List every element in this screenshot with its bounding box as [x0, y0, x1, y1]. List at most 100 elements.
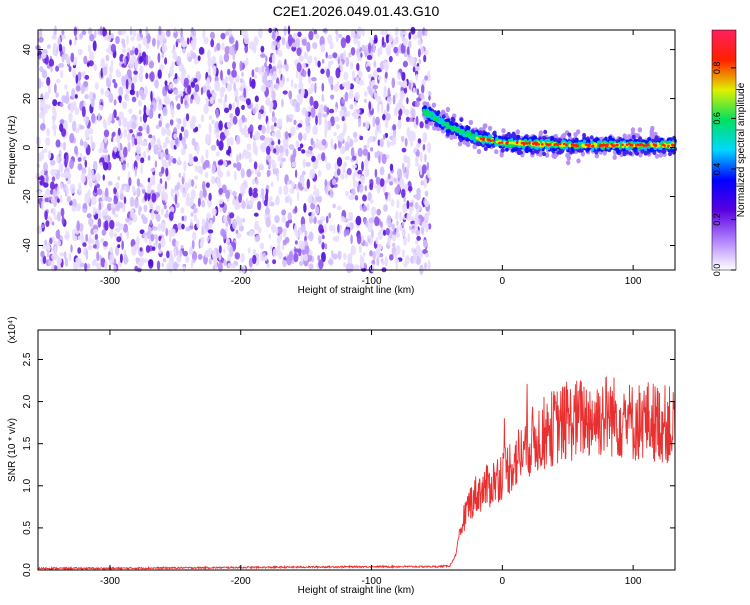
noise-speck	[297, 181, 301, 189]
noise-speck	[103, 129, 110, 138]
noise-speck	[52, 51, 58, 56]
noise-speck	[288, 90, 293, 100]
noise-speck	[231, 69, 237, 78]
noise-speck	[224, 31, 230, 36]
noise-speck	[159, 64, 165, 71]
noise-speck	[135, 154, 141, 162]
noise-speck	[120, 29, 127, 35]
noise-speck	[360, 175, 365, 184]
noise-speck	[322, 146, 326, 151]
noise-speck	[387, 237, 391, 247]
noise-speck	[386, 103, 390, 112]
noise-speck	[272, 259, 277, 265]
noise-speck	[215, 151, 220, 157]
noise-speck	[247, 247, 251, 254]
noise-speck	[332, 203, 336, 209]
noise-speck	[399, 29, 404, 38]
noise-speck	[412, 66, 416, 73]
noise-speck	[85, 249, 89, 261]
signal-speck	[468, 119, 474, 126]
noise-speck	[99, 162, 103, 167]
noise-speck	[131, 185, 136, 194]
noise-speck	[266, 184, 270, 190]
noise-speck	[61, 128, 67, 137]
noise-speck	[147, 55, 152, 63]
noise-speck	[248, 257, 253, 268]
noise-speck	[46, 128, 50, 137]
noise-speck	[362, 205, 367, 212]
noise-speck	[402, 30, 407, 36]
noise-speck	[173, 78, 179, 85]
noise-speck	[336, 157, 343, 167]
noise-speck	[97, 218, 102, 228]
noise-speck	[286, 77, 290, 83]
noise-speck	[217, 98, 223, 104]
noise-speck	[403, 196, 407, 203]
noise-speck	[255, 179, 259, 185]
noise-speck	[129, 49, 135, 56]
noise-speck	[105, 54, 110, 62]
noise-speck	[382, 229, 387, 236]
noise-speck	[164, 136, 170, 144]
noise-speck	[78, 182, 82, 193]
noise-speck	[92, 40, 97, 52]
noise-speck	[104, 260, 108, 270]
noise-speck	[178, 172, 182, 178]
noise-speck	[347, 253, 351, 264]
noise-speck	[130, 55, 137, 64]
noise-speck	[395, 102, 401, 111]
noise-speck	[164, 180, 168, 190]
noise-speck	[388, 34, 393, 43]
noise-speck	[158, 248, 162, 254]
noise-speck	[126, 95, 130, 102]
noise-speck	[335, 67, 341, 79]
noise-speck	[163, 204, 167, 210]
noise-speck	[354, 195, 359, 201]
noise-speck	[357, 118, 362, 128]
noise-speck	[193, 156, 198, 162]
noise-speck	[310, 137, 314, 146]
noise-speck	[315, 142, 319, 149]
noise-speck	[208, 123, 212, 135]
noise-speck	[383, 204, 388, 212]
noise-speck	[136, 187, 141, 198]
noise-speck	[122, 223, 129, 233]
noise-speck	[139, 247, 143, 252]
noise-speck	[172, 158, 177, 164]
noise-speck	[180, 72, 186, 77]
noise-speck	[308, 30, 314, 41]
noise-speck	[107, 31, 112, 43]
noise-speck	[286, 254, 292, 266]
noise-speck	[124, 57, 127, 66]
noise-speck	[113, 187, 117, 195]
signal-speck	[451, 117, 456, 123]
noise-speck	[282, 90, 288, 95]
noise-speck	[370, 206, 377, 216]
noise-speck	[98, 104, 104, 111]
spectrogram-noise	[35, 25, 432, 275]
noise-speck	[317, 112, 322, 119]
noise-speck	[412, 87, 416, 93]
noise-speck	[271, 140, 275, 146]
noise-speck	[58, 163, 64, 173]
noise-speck	[92, 175, 96, 182]
noise-speck	[158, 242, 162, 250]
noise-speck	[224, 93, 228, 102]
noise-speck	[125, 79, 129, 90]
noise-speck	[404, 137, 408, 147]
noise-speck	[383, 134, 386, 140]
noise-speck	[203, 37, 209, 45]
noise-speck	[139, 65, 144, 75]
noise-speck	[384, 255, 388, 267]
noise-speck	[182, 117, 187, 128]
noise-speck	[402, 37, 408, 47]
noise-speck	[38, 55, 41, 60]
noise-speck	[219, 87, 225, 98]
noise-speck	[177, 156, 181, 164]
noise-speck	[185, 255, 190, 263]
noise-speck	[57, 211, 61, 222]
noise-speck	[394, 26, 399, 37]
noise-speck	[248, 158, 253, 163]
noise-speck	[165, 209, 169, 216]
noise-speck	[387, 173, 391, 180]
